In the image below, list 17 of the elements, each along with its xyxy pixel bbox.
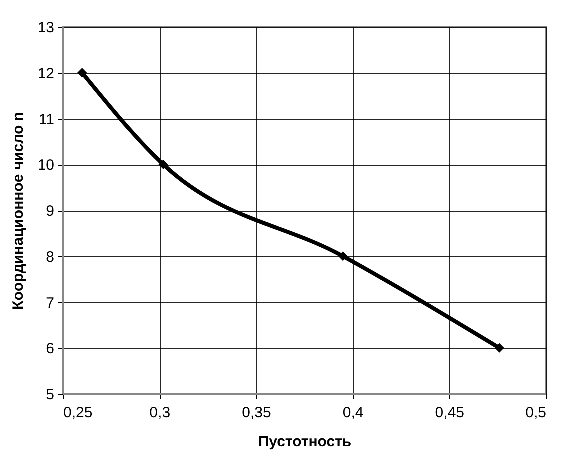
x-tick-label: 0,25 bbox=[64, 404, 93, 422]
y-tick-label: 12 bbox=[38, 65, 54, 82]
y-tick-label: 10 bbox=[38, 157, 54, 174]
x-tick-label: 0,3 bbox=[150, 404, 171, 422]
x-tick-label: 0,45 bbox=[435, 404, 464, 422]
x-axis-title: Пустотность bbox=[258, 434, 352, 450]
y-tick-label: 8 bbox=[46, 248, 54, 266]
y-tick-label: 5 bbox=[46, 386, 54, 404]
x-tick-label: 0,35 bbox=[242, 404, 272, 422]
x-tick-label: 0,4 bbox=[342, 404, 364, 422]
y-tick-label: 6 bbox=[46, 340, 54, 358]
y-tick-label: 11 bbox=[38, 111, 54, 128]
y-axis-title: Координационное число n bbox=[10, 112, 27, 310]
y-tick-label: 13 bbox=[38, 20, 54, 36]
y-tick-label: 9 bbox=[46, 203, 54, 220]
y-tick-label: 7 bbox=[46, 294, 54, 312]
x-tick-label: 0,5 bbox=[526, 404, 546, 422]
